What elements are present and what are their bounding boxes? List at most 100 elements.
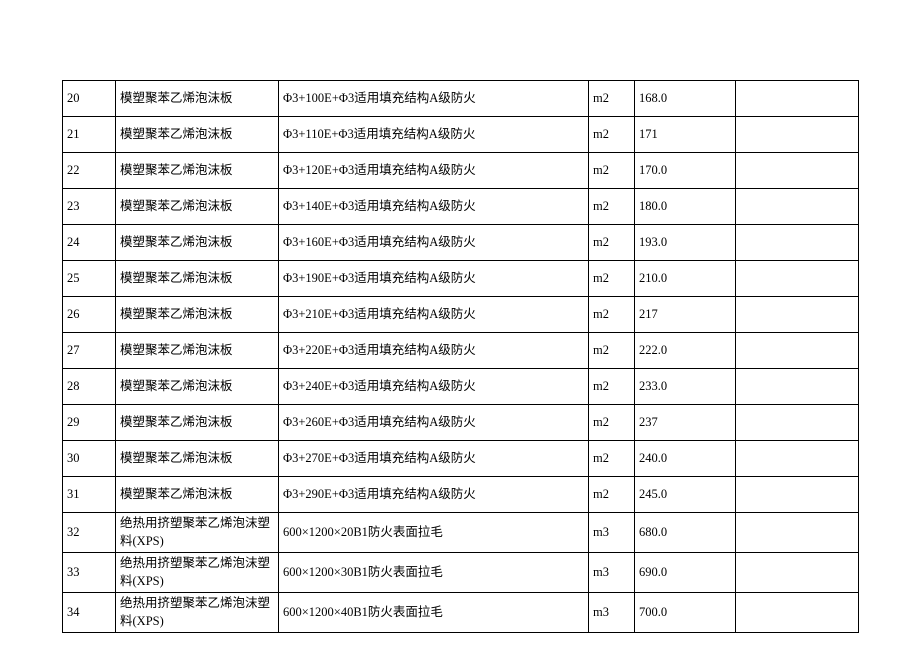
row-number: 21	[63, 117, 116, 153]
material-name: 模塑聚苯乙烯泡沫板	[116, 405, 279, 441]
unit: m2	[589, 153, 635, 189]
specification: 600×1200×30B1防火表面拉毛	[279, 553, 589, 593]
unit: m3	[589, 553, 635, 593]
row-number: 22	[63, 153, 116, 189]
specification: Φ3+220E+Φ3适用填充结构A级防火	[279, 333, 589, 369]
unit: m2	[589, 369, 635, 405]
table-row: 22模塑聚苯乙烯泡沫板Φ3+120E+Φ3适用填充结构A级防火m2170.0	[63, 153, 859, 189]
unit: m2	[589, 333, 635, 369]
unit: m2	[589, 405, 635, 441]
specification: Φ3+160E+Φ3适用填充结构A级防火	[279, 225, 589, 261]
material-name: 模塑聚苯乙烯泡沫板	[116, 333, 279, 369]
specification: Φ3+110E+Φ3适用填充结构A级防火	[279, 117, 589, 153]
price: 180.0	[635, 189, 736, 225]
row-number: 30	[63, 441, 116, 477]
price: 171	[635, 117, 736, 153]
remark	[736, 441, 859, 477]
price: 240.0	[635, 441, 736, 477]
price: 193.0	[635, 225, 736, 261]
material-name: 模塑聚苯乙烯泡沫板	[116, 225, 279, 261]
specification: Φ3+210E+Φ3适用填充结构A级防火	[279, 297, 589, 333]
unit: m2	[589, 189, 635, 225]
specification: Φ3+140E+Φ3适用填充结构A级防火	[279, 189, 589, 225]
row-number: 28	[63, 369, 116, 405]
remark	[736, 297, 859, 333]
material-name: 绝热用挤塑聚苯乙烯泡沫塑料(XPS)	[116, 513, 279, 553]
row-number: 26	[63, 297, 116, 333]
unit: m2	[589, 117, 635, 153]
remark	[736, 333, 859, 369]
table-row: 27模塑聚苯乙烯泡沫板Φ3+220E+Φ3适用填充结构A级防火m2222.0	[63, 333, 859, 369]
material-name: 模塑聚苯乙烯泡沫板	[116, 477, 279, 513]
table-row: 26模塑聚苯乙烯泡沫板Φ3+210E+Φ3适用填充结构A级防火m2217	[63, 297, 859, 333]
row-number: 24	[63, 225, 116, 261]
material-name: 模塑聚苯乙烯泡沫板	[116, 369, 279, 405]
specification: Φ3+190E+Φ3适用填充结构A级防火	[279, 261, 589, 297]
remark	[736, 261, 859, 297]
table-row: 34绝热用挤塑聚苯乙烯泡沫塑料(XPS)600×1200×40B1防火表面拉毛m…	[63, 593, 859, 633]
row-number: 25	[63, 261, 116, 297]
material-name: 绝热用挤塑聚苯乙烯泡沫塑料(XPS)	[116, 553, 279, 593]
specification: Φ3+270E+Φ3适用填充结构A级防火	[279, 441, 589, 477]
price: 233.0	[635, 369, 736, 405]
specification: Φ3+240E+Φ3适用填充结构A级防火	[279, 369, 589, 405]
material-name: 模塑聚苯乙烯泡沫板	[116, 153, 279, 189]
remark	[736, 369, 859, 405]
unit: m3	[589, 513, 635, 553]
row-number: 20	[63, 81, 116, 117]
unit: m2	[589, 477, 635, 513]
price: 217	[635, 297, 736, 333]
row-number: 32	[63, 513, 116, 553]
price: 245.0	[635, 477, 736, 513]
unit: m2	[589, 297, 635, 333]
remark	[736, 81, 859, 117]
price: 210.0	[635, 261, 736, 297]
row-number: 23	[63, 189, 116, 225]
table-row: 23模塑聚苯乙烯泡沫板Φ3+140E+Φ3适用填充结构A级防火m2180.0	[63, 189, 859, 225]
table-row: 31模塑聚苯乙烯泡沫板Φ3+290E+Φ3适用填充结构A级防火m2245.0	[63, 477, 859, 513]
row-number: 31	[63, 477, 116, 513]
remark	[736, 117, 859, 153]
specification: Φ3+260E+Φ3适用填充结构A级防火	[279, 405, 589, 441]
material-name: 绝热用挤塑聚苯乙烯泡沫塑料(XPS)	[116, 593, 279, 633]
row-number: 33	[63, 553, 116, 593]
specification: Φ3+100E+Φ3适用填充结构A级防火	[279, 81, 589, 117]
row-number: 27	[63, 333, 116, 369]
remark	[736, 477, 859, 513]
remark	[736, 189, 859, 225]
price: 680.0	[635, 513, 736, 553]
unit: m2	[589, 441, 635, 477]
table-row: 24模塑聚苯乙烯泡沫板Φ3+160E+Φ3适用填充结构A级防火m2193.0	[63, 225, 859, 261]
price: 170.0	[635, 153, 736, 189]
table-row: 30模塑聚苯乙烯泡沫板Φ3+270E+Φ3适用填充结构A级防火m2240.0	[63, 441, 859, 477]
remark	[736, 225, 859, 261]
table-row: 20模塑聚苯乙烯泡沫板Φ3+100E+Φ3适用填充结构A级防火m2168.0	[63, 81, 859, 117]
table-row: 28模塑聚苯乙烯泡沫板Φ3+240E+Φ3适用填充结构A级防火m2233.0	[63, 369, 859, 405]
remark	[736, 593, 859, 633]
remark	[736, 513, 859, 553]
price: 237	[635, 405, 736, 441]
price: 700.0	[635, 593, 736, 633]
remark	[736, 553, 859, 593]
data-table: 20模塑聚苯乙烯泡沫板Φ3+100E+Φ3适用填充结构A级防火m2168.021…	[62, 80, 859, 633]
specification: 600×1200×40B1防火表面拉毛	[279, 593, 589, 633]
material-name: 模塑聚苯乙烯泡沫板	[116, 117, 279, 153]
unit: m3	[589, 593, 635, 633]
remark	[736, 405, 859, 441]
specification: 600×1200×20B1防火表面拉毛	[279, 513, 589, 553]
unit: m2	[589, 261, 635, 297]
unit: m2	[589, 81, 635, 117]
material-name: 模塑聚苯乙烯泡沫板	[116, 297, 279, 333]
price: 168.0	[635, 81, 736, 117]
row-number: 29	[63, 405, 116, 441]
material-price-table: 20模塑聚苯乙烯泡沫板Φ3+100E+Φ3适用填充结构A级防火m2168.021…	[62, 80, 859, 633]
table-row: 32绝热用挤塑聚苯乙烯泡沫塑料(XPS)600×1200×20B1防火表面拉毛m…	[63, 513, 859, 553]
table-row: 21模塑聚苯乙烯泡沫板Φ3+110E+Φ3适用填充结构A级防火m2171	[63, 117, 859, 153]
specification: Φ3+290E+Φ3适用填充结构A级防火	[279, 477, 589, 513]
unit: m2	[589, 225, 635, 261]
price: 222.0	[635, 333, 736, 369]
specification: Φ3+120E+Φ3适用填充结构A级防火	[279, 153, 589, 189]
material-name: 模塑聚苯乙烯泡沫板	[116, 261, 279, 297]
material-name: 模塑聚苯乙烯泡沫板	[116, 81, 279, 117]
price: 690.0	[635, 553, 736, 593]
